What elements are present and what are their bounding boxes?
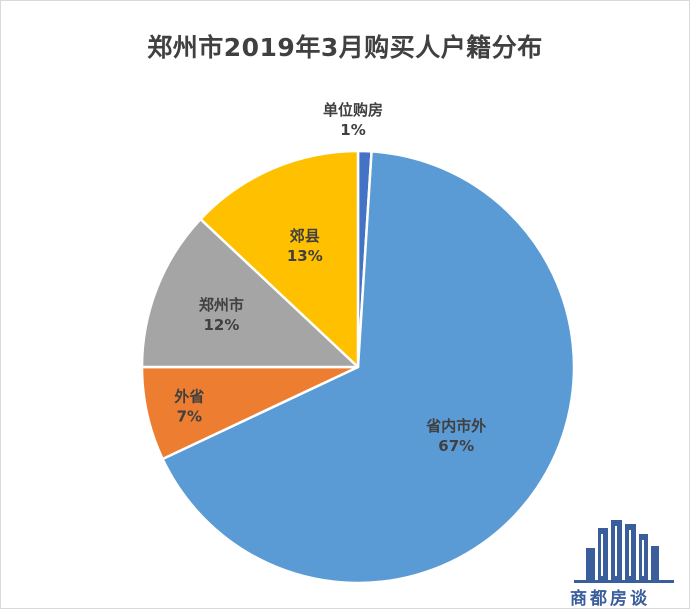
slice-label-3: 外省 (173, 388, 204, 406)
slice-value-label-4: 12% (203, 316, 239, 334)
pie-slice-5 (199, 149, 360, 369)
slice-value-label-3: 7% (177, 408, 202, 426)
slice-label-2: 省内市外 (425, 417, 486, 435)
slice-value-label-1: 1% (340, 121, 365, 139)
pie-slice-4 (140, 217, 360, 369)
slice-label-4: 郑州市 (199, 296, 244, 314)
slice-value-label-5: 13% (287, 247, 323, 265)
slice-label-1: 单位购房 (323, 101, 383, 119)
chart-title: 郑州市2019年3月购买人户籍分布 (147, 33, 543, 62)
pie-slice-2 (161, 150, 576, 585)
slice-value-label-2: 67% (438, 437, 474, 455)
slice-label-5: 郊县 (290, 227, 320, 245)
